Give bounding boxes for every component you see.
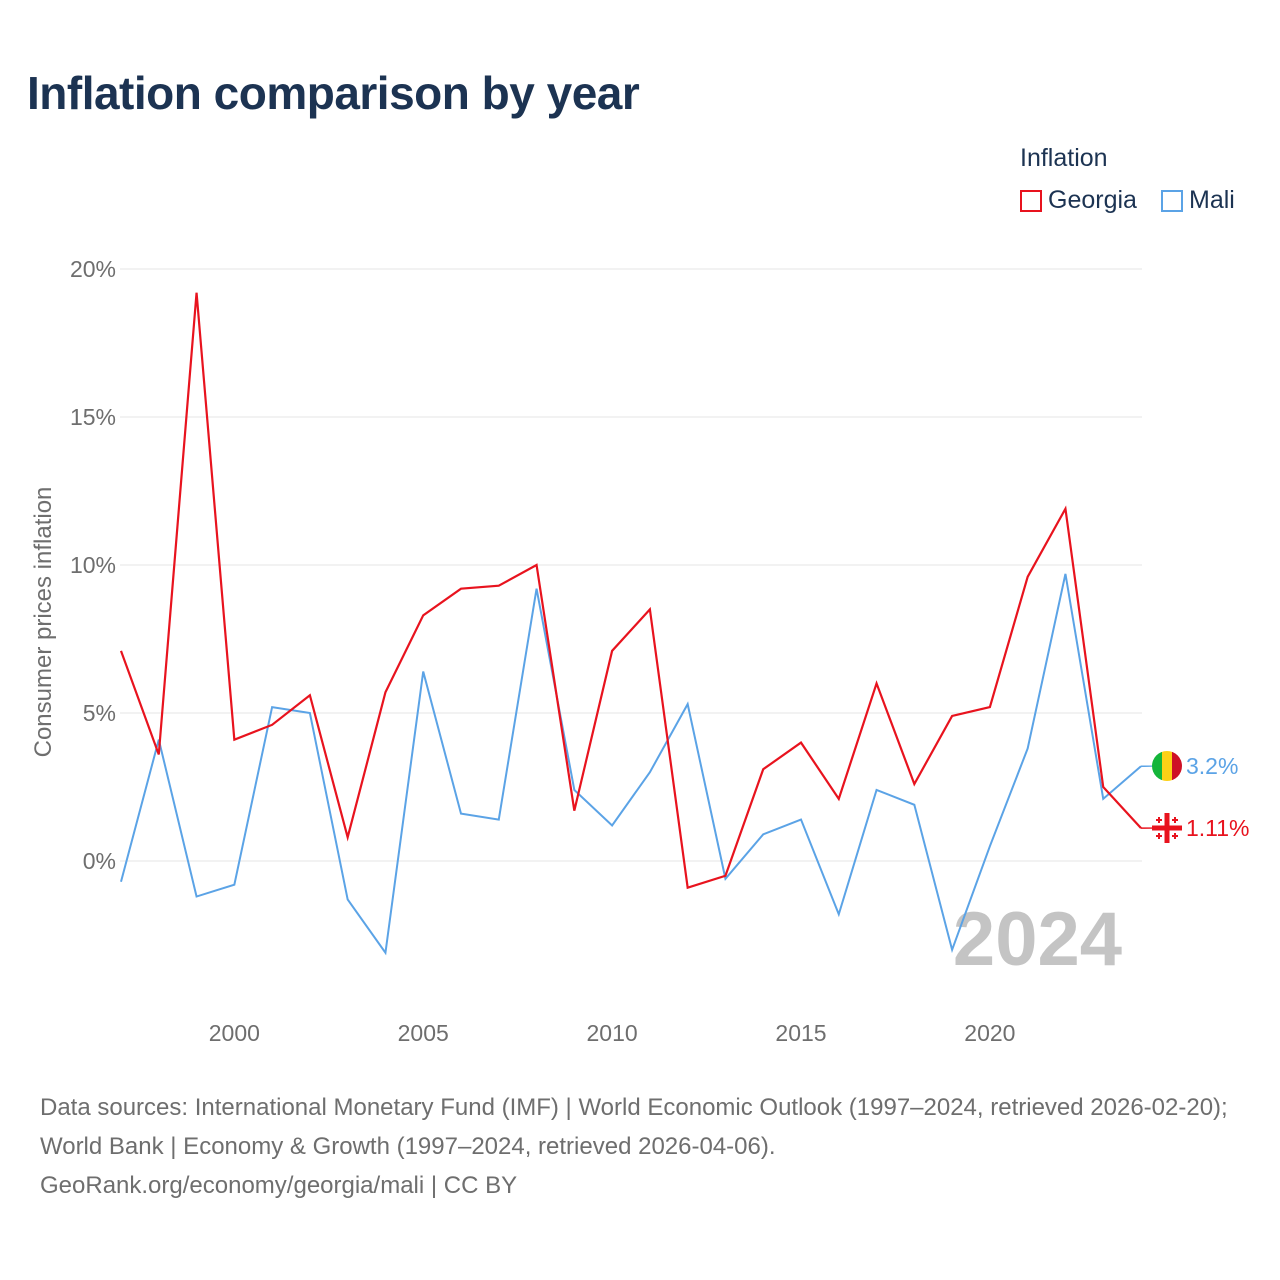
- legend-swatch-mali: [1161, 189, 1183, 212]
- series-lines: [119, 292, 1142, 956]
- end-label-georgia: 1.11%: [1186, 815, 1250, 841]
- legend-item-mali[interactable]: Mali: [1161, 186, 1235, 215]
- y-tick-label: 5%: [83, 700, 116, 726]
- x-tick-label: 2020: [964, 1020, 1015, 1046]
- y-tick-label: 0%: [83, 848, 116, 874]
- footer: Data sources: International Monetary Fun…: [40, 1088, 1255, 1205]
- legend-swatch-georgia: [1020, 189, 1042, 212]
- end-label-mali: 3.2%: [1186, 753, 1238, 779]
- x-tick-label: 2015: [775, 1020, 826, 1046]
- y-axis-label: Consumer prices inflation: [30, 487, 57, 758]
- x-tick-label: 2005: [398, 1020, 449, 1046]
- y-axis-ticks: 0% 5% 10% 15% 20%: [70, 256, 116, 874]
- chart-title: Inflation comparison by year: [27, 67, 640, 119]
- legend-label-georgia: Georgia: [1048, 186, 1137, 214]
- y-tick-label: 15%: [70, 404, 116, 430]
- credit-link[interactable]: GeoRank.org/economy/georgia/mali | CC BY: [40, 1172, 518, 1199]
- line-chart: 0% 5% 10% 15% 20% 2000 2005 2010 2015 2020 Consu…: [30, 256, 1250, 1046]
- y-tick-label: 10%: [70, 552, 116, 578]
- grid-lines: [120, 268, 1142, 862]
- series-line-georgia[interactable]: [119, 292, 1142, 890]
- x-axis-ticks: 2000 2005 2010 2015 2020: [209, 1020, 1016, 1046]
- georgia-flag-icon: [1152, 813, 1182, 843]
- x-tick-label: 2000: [209, 1020, 260, 1046]
- x-tick-label: 2010: [587, 1020, 638, 1046]
- year-watermark: 2024: [953, 897, 1122, 982]
- data-sources: Data sources: International Monetary Fun…: [40, 1094, 1228, 1160]
- mali-flag-icon: [1152, 751, 1182, 781]
- legend-label-mali: Mali: [1189, 186, 1235, 214]
- y-tick-label: 20%: [70, 256, 116, 282]
- legend-item-georgia[interactable]: Georgia: [1020, 186, 1137, 215]
- end-labels: 1.11% 3.2%: [1141, 751, 1250, 843]
- legend-title: Inflation: [1020, 144, 1108, 172]
